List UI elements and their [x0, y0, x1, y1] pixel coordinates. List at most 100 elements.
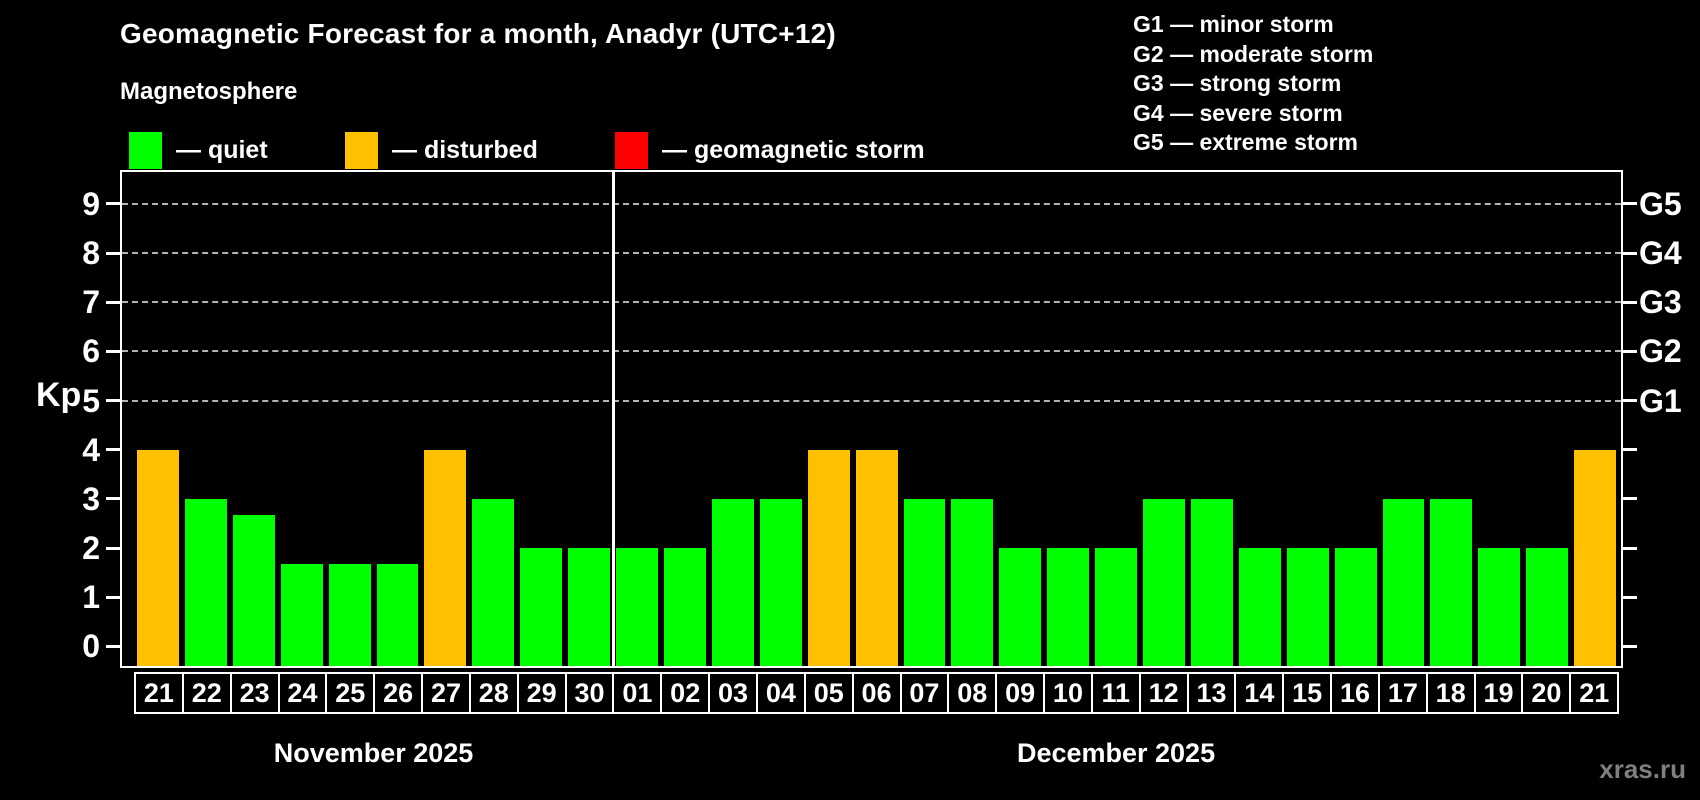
bar-slot [278, 172, 326, 666]
gridline-kp9 [122, 202, 1621, 205]
g-axis-label-g1: G1 [1639, 382, 1682, 419]
bar-slot [1380, 172, 1428, 666]
kp-bar-12 [1143, 498, 1185, 666]
y-tick-left-5 [106, 399, 120, 403]
month-label-december: December 2025 [1016, 738, 1216, 768]
bar-slot [182, 172, 230, 666]
date-label-11: 11 [1090, 672, 1141, 714]
y-tick-right-2 [1623, 546, 1637, 550]
date-label-03: 03 [708, 672, 758, 714]
date-label-21: 21 [134, 672, 184, 714]
gridline-kp7 [122, 301, 1621, 304]
date-label-27: 27 [421, 672, 471, 714]
gridline-kp8 [122, 252, 1621, 255]
kp-bar-02 [663, 548, 706, 666]
y-tick-left-4 [106, 448, 120, 452]
y-tick-right-7 [1623, 300, 1637, 304]
kp-bar-14 [1238, 548, 1281, 666]
legend-label-quiet: — quiet [176, 135, 268, 164]
bar-slot [517, 172, 565, 666]
y-tick-left-1 [106, 595, 120, 599]
month-divider-line [611, 172, 615, 666]
date-label-25: 25 [325, 672, 376, 714]
kp-bar-20 [1526, 548, 1569, 666]
month-label-november: November 2025 [273, 738, 474, 768]
y-tick-right-8 [1623, 251, 1637, 255]
bar-slot [1236, 172, 1284, 666]
plot-area: 0 1 2 3 4 5 6 7 8 9 G1 G2 G3 G4 G5 [82, 170, 1682, 668]
date-label-23: 23 [229, 672, 280, 714]
gridline-kp6 [122, 350, 1621, 353]
kp-bar-15 [1286, 548, 1329, 666]
date-label-13: 13 [1186, 672, 1237, 714]
page-title: Geomagnetic Forecast for a month, Anadyr… [120, 18, 836, 49]
kp-bar-29 [520, 548, 563, 666]
date-label-16: 16 [1330, 672, 1380, 714]
g-legend-line-g3: G3 — strong storm [1133, 70, 1342, 96]
g-scale-legend: G1 — minor storm G2 — moderate storm G3 … [1133, 10, 1373, 158]
legend-item-storm: — geomagnetic storm [615, 130, 925, 170]
y-tick-left-6 [106, 349, 120, 353]
bar-slot [805, 172, 853, 666]
date-label-06: 06 [851, 672, 902, 714]
kp-bar-01 [616, 548, 658, 666]
y-tick-label-3: 3 [82, 480, 100, 517]
kp-bar-28 [472, 498, 515, 666]
y-tick-left-3 [106, 497, 120, 501]
g-axis-label-g3: G3 [1639, 284, 1682, 321]
bar-slot [1044, 172, 1092, 666]
kp-bar-08 [951, 498, 994, 666]
bar-slot [709, 172, 757, 666]
y-tick-left-8 [106, 251, 120, 255]
kp-bar-10 [1047, 548, 1090, 666]
y-tick-label-5: 5 [82, 382, 100, 419]
y-tick-right-0 [1623, 644, 1637, 648]
g-axis-label-g4: G4 [1639, 235, 1682, 272]
bar-slot [948, 172, 996, 666]
date-label-21: 21 [1569, 672, 1620, 714]
y-tick-label-0: 0 [82, 628, 100, 665]
date-label-14: 14 [1234, 672, 1285, 714]
date-label-30: 30 [564, 672, 615, 714]
kp-bar-18 [1430, 498, 1473, 666]
bar-slot [996, 172, 1044, 666]
kp-bar-30 [568, 548, 611, 666]
kp-bar-23 [232, 515, 275, 666]
date-label-29: 29 [516, 672, 567, 714]
bar-slot [1427, 172, 1475, 666]
y-tick-right-9 [1623, 202, 1637, 206]
date-label-10: 10 [1043, 672, 1093, 714]
bar-slot [661, 172, 709, 666]
date-label-09: 09 [995, 672, 1046, 714]
y-tick-label-4: 4 [82, 431, 100, 468]
y-tick-left-7 [106, 300, 120, 304]
bar-slot [757, 172, 805, 666]
date-label-18: 18 [1425, 672, 1476, 714]
bar-slot [565, 172, 613, 666]
y-tick-label-8: 8 [82, 235, 100, 272]
gridline-kp5 [122, 399, 1621, 402]
date-label-19: 19 [1473, 672, 1524, 714]
g-legend-line-g2: G2 — moderate storm [1133, 40, 1374, 67]
quiet-color-swatch-icon [129, 131, 162, 169]
bar-slot [1284, 172, 1332, 666]
kp-bar-21 [1574, 449, 1617, 666]
bar-slot [853, 172, 901, 666]
kp-bar-24 [280, 564, 323, 666]
y-tick-right-5 [1623, 399, 1637, 403]
g-axis-label-g2: G2 [1639, 333, 1682, 370]
y-tick-left-9 [106, 202, 120, 206]
date-label-20: 20 [1521, 672, 1572, 714]
kp-bar-16 [1334, 548, 1377, 666]
bar-slot [469, 172, 517, 666]
g-legend-line-g5: G5 — extreme storm [1133, 129, 1358, 155]
date-label-22: 22 [181, 672, 232, 714]
y-tick-right-4 [1623, 448, 1637, 452]
kp-bar-07 [903, 498, 946, 666]
disturbed-color-swatch-icon [345, 131, 378, 169]
date-label-28: 28 [468, 672, 519, 714]
kp-bar-11 [1095, 548, 1138, 666]
g-axis-label-g5: G5 [1639, 185, 1682, 222]
y-axis-title-kp: Kp [36, 376, 82, 414]
